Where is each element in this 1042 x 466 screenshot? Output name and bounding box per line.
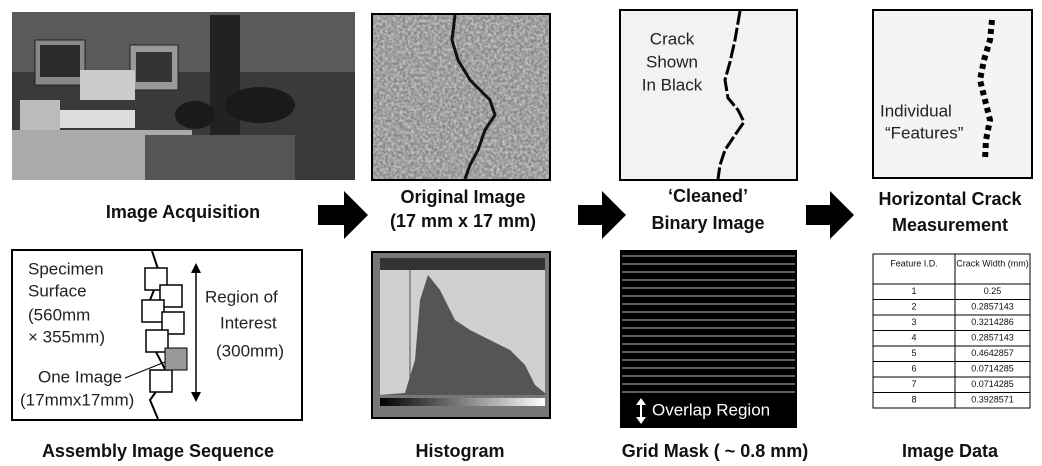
histogram-image-part	[380, 258, 545, 270]
arrows-part	[578, 191, 626, 239]
table-cell: 0.0714285	[971, 379, 1014, 389]
table-cell: 0.25	[984, 286, 1002, 296]
caption: (17 mm x 17 mm)	[390, 211, 536, 231]
acquisition-photo	[12, 12, 355, 180]
assembly-schematic-part-part	[150, 370, 172, 392]
table-cell: 2	[911, 302, 916, 312]
cleaned-image	[620, 10, 797, 180]
table-header: Feature I.D.	[890, 258, 938, 268]
table-cell: 0.0714285	[971, 364, 1014, 374]
measurement-image	[873, 10, 1032, 178]
caption: Image Data	[902, 441, 999, 461]
annotation: Shown	[646, 52, 698, 71]
annotation: (300mm)	[216, 341, 284, 360]
table-cell: 0.2857143	[971, 333, 1014, 343]
page: Feature I.D. Crack Width (mm) 1 0.25 2 0.2857…	[0, 0, 1042, 466]
table-cell: 0.3928571	[971, 395, 1014, 405]
histogram-image	[372, 252, 550, 418]
table-cell: 3	[911, 317, 916, 327]
acquisition-photo-part	[80, 70, 135, 100]
table-cell: 8	[911, 395, 916, 405]
caption: Binary Image	[651, 213, 764, 233]
acquisition-photo-part	[136, 52, 172, 82]
figure: Feature I.D. Crack Width (mm) 1 0.25 2 0.2857…	[0, 0, 1042, 466]
table-cell: 5	[911, 348, 916, 358]
table-cell: 1	[911, 286, 916, 296]
annotation: Surface	[28, 281, 87, 300]
annotation: Overlap Region	[652, 400, 770, 419]
original-image-part	[373, 15, 549, 179]
assembly-schematic-part	[165, 348, 187, 370]
measurement-image-part	[873, 10, 1032, 178]
annotation: Crack	[650, 29, 695, 48]
table-header: Crack Width (mm)	[956, 258, 1029, 268]
annotation: “Features”	[885, 123, 964, 142]
table-cell: 6	[911, 364, 916, 374]
acquisition-photo-part	[225, 87, 295, 123]
annotation: Specimen	[28, 259, 104, 278]
table-cell: 4	[911, 333, 916, 343]
annotation: One Image	[38, 367, 122, 386]
table-cell: 0.3214286	[971, 317, 1014, 327]
acquisition-photo-part	[175, 101, 215, 129]
caption: Grid Mask ( ~ 0.8 mm)	[622, 441, 809, 461]
caption: Original Image	[400, 187, 525, 207]
annotation: (17mmx17mm)	[20, 390, 134, 409]
annotation: (560mm	[28, 305, 90, 324]
caption: Measurement	[892, 215, 1008, 235]
caption: Assembly Image Sequence	[42, 441, 274, 461]
table-cell: 0.2857143	[971, 302, 1014, 312]
annotation: Interest	[220, 313, 277, 332]
acquisition-photo-part	[40, 45, 80, 77]
acquisition-photo-part	[145, 135, 295, 180]
data-table: Feature I.D. Crack Width (mm) 1 0.25 2 0.2857…	[873, 254, 1030, 408]
caption: ‘Cleaned’	[668, 186, 748, 206]
assembly-schematic-part-part	[142, 300, 164, 322]
annotation: × 355mm)	[28, 327, 105, 346]
acquisition-photo-part	[55, 110, 135, 128]
caption: Image Acquisition	[106, 202, 260, 222]
table-cell: 0.4642857	[971, 348, 1014, 358]
original-image	[372, 14, 550, 180]
histogram-image-part	[380, 398, 545, 406]
arrows-part	[318, 191, 368, 239]
annotation: Region of	[205, 287, 278, 306]
caption: Histogram	[415, 441, 504, 461]
acquisition-photo-part	[20, 100, 60, 130]
annotation: Individual	[880, 101, 952, 120]
arrows-part	[806, 191, 854, 239]
table-cell: 7	[911, 379, 916, 389]
annotation: In Black	[642, 75, 703, 94]
caption: Horizontal Crack	[878, 189, 1022, 209]
cleaned-image-part	[620, 10, 797, 180]
